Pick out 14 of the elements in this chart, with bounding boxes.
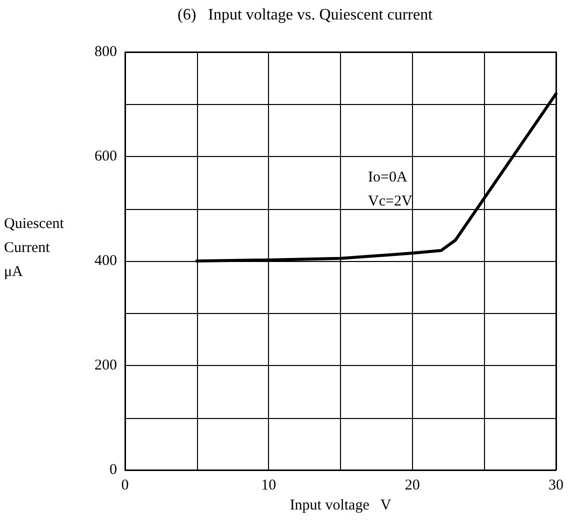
y-tick-label: 0: [110, 462, 117, 478]
x-tick-label: 10: [261, 478, 276, 494]
y-tick-label: 600: [94, 148, 117, 164]
annotation: Vc=2V: [368, 194, 412, 210]
y-tick-label: 800: [94, 44, 117, 60]
y-axis-title: Quiescent Current μA: [4, 216, 65, 280]
chart-title: (6) Input voltage vs. Quiescent current: [177, 6, 434, 24]
annotation: Io=0A: [368, 170, 408, 186]
y-tick-label: 200: [94, 358, 117, 374]
x-tick-label: 20: [404, 478, 420, 494]
y-tick-label: 400: [94, 253, 117, 269]
x-axis-title: Input voltage V: [290, 498, 392, 514]
x-tick-label: 30: [548, 478, 564, 494]
x-tick-label: 0: [121, 478, 129, 494]
